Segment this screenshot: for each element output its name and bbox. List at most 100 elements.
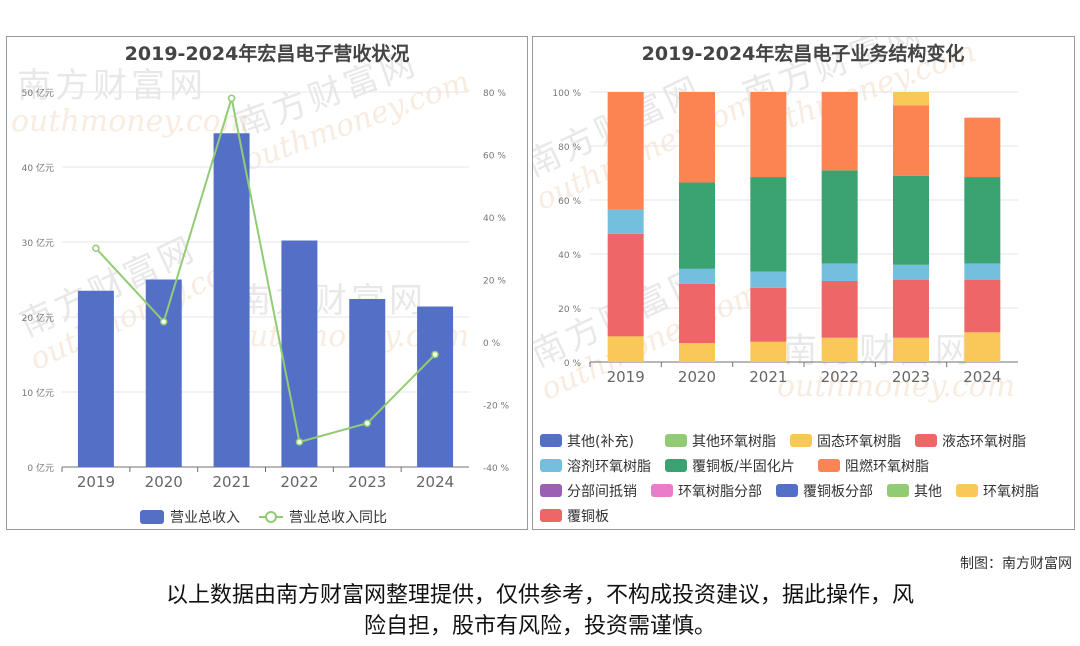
stacked-segment: [821, 92, 858, 171]
stacked-segment: [607, 233, 644, 337]
y2-tick-label: 40 %: [483, 214, 506, 224]
yoy-point: [295, 438, 304, 446]
stacked-segment: [679, 283, 715, 344]
revenue-bar: [213, 133, 250, 467]
disclaimer-line-1: 以上数据由南方财富网整理提供，仅供参考，不构成投资建议，据此操作，风: [165, 583, 914, 608]
legend-swatch: [887, 484, 909, 497]
disclaimer: 以上数据由南方财富网整理提供，仅供参考，不构成投资建议，据此操作，风 险自担，股…: [0, 580, 1080, 642]
revenue-bar: [349, 299, 386, 467]
chart-title: 2019-2024年宏昌电子营收状况: [125, 42, 410, 65]
y2-tick-label: 80 %: [483, 89, 506, 99]
stacked-segment: [893, 279, 929, 338]
x-tick-label: 2024: [416, 473, 454, 491]
legend-swatch: [915, 434, 937, 447]
stacked-segment: [964, 117, 1001, 178]
legend-swatch: [665, 434, 687, 447]
stacked-segment: [679, 182, 715, 269]
legend-swatch: [665, 459, 687, 472]
x-tick-label: 2023: [348, 473, 386, 491]
yoy-point: [92, 244, 100, 252]
legend-label: 环氧树脂分部: [678, 484, 762, 500]
business-structure-chart-panel: 南方财富网outhmoney.com南方财富网outhmoney.com南方财富…: [532, 36, 1075, 530]
x-tick-label: 2020: [145, 473, 183, 491]
y2-tick-label: 20 %: [483, 277, 506, 287]
legend-swatch: [790, 434, 812, 447]
legend-label: 覆铜板分部: [803, 484, 873, 500]
revenue-chart: 南方财富网outhmoney.com南方财富网outhmoney.com南方财富…: [11, 42, 510, 526]
x-tick-label: 2021: [749, 368, 787, 386]
x-tick-label: 2023: [892, 368, 930, 386]
watermark-en: outhmoney.com: [777, 369, 1015, 404]
x-tick-label: 2020: [678, 368, 716, 386]
revenue-chart-panel: 南方财富网 outhmoney.com 南方财富网 outhmoney.com 南方财富…: [6, 36, 528, 530]
legend-label: 液态环氧树脂: [942, 434, 1026, 450]
legend-swatch: [540, 434, 562, 447]
legend-label: 其他环氧树脂: [692, 434, 776, 450]
y-tick-label: 30 亿元: [22, 237, 54, 249]
yoy-point: [160, 317, 168, 326]
stacked-segment: [821, 170, 858, 264]
yoy-line: [95, 97, 436, 444]
y-tick-label: 40 亿元: [22, 162, 54, 174]
stacked-segment: [964, 263, 1001, 280]
x-tick-label: 2022: [280, 473, 318, 491]
legend-swatch: [540, 484, 562, 497]
legend-label: 分部间抵销: [567, 484, 637, 500]
watermark-cn: 南方财富网: [237, 281, 427, 321]
stacked-segment: [964, 177, 1001, 264]
legend-swatch: [776, 484, 798, 497]
x-tick-label: 2019: [77, 473, 115, 491]
stacked-segment: [679, 268, 715, 284]
y-tick-label: 20 亿元: [22, 312, 54, 324]
y-tick-label: 10 亿元: [22, 387, 54, 399]
stacked-segment: [821, 281, 858, 338]
legend-swatch-yoy-marker: [265, 511, 277, 523]
y-tick-label: 80 %: [558, 143, 581, 153]
y-tick-label: 40 %: [558, 251, 581, 261]
y-tick-label: 50 亿元: [22, 87, 54, 99]
stacked-segment: [893, 264, 929, 280]
stacked-segment: [893, 105, 929, 176]
y2-tick-label: -40 %: [483, 464, 510, 474]
stacked-segment: [607, 92, 644, 210]
chart-title: 2019-2024年宏昌电子业务结构变化: [642, 42, 965, 65]
x-tick-label: 2024: [963, 368, 1001, 386]
stacked-segment: [750, 177, 787, 272]
legend-label: 溶剂环氧树脂: [567, 459, 651, 475]
yoy-point: [431, 350, 439, 359]
stacked-segment: [893, 175, 929, 265]
x-tick-label: 2019: [607, 368, 645, 386]
revenue-bar: [145, 279, 182, 467]
y-tick-label: 100 %: [552, 89, 581, 99]
y2-tick-label: 0 %: [483, 339, 501, 349]
business-structure-chart: 南方财富网outhmoney.com南方财富网outhmoney.com南方财富…: [533, 37, 1039, 525]
revenue-bar: [417, 306, 454, 467]
legend-label-yoy: 营业总收入同比: [289, 510, 387, 526]
legend-swatch: [956, 484, 978, 497]
stacked-segment: [750, 92, 787, 178]
stacked-segment: [893, 337, 929, 362]
legend-swatch-revenue: [140, 510, 164, 524]
stacked-segment: [607, 336, 644, 362]
x-tick-label: 2021: [212, 473, 250, 491]
yoy-point: [363, 419, 371, 427]
watermark-cn: 南方财富网: [783, 331, 973, 371]
stacked-segment: [821, 263, 858, 281]
y-tick-label: 20 %: [558, 305, 581, 315]
y2-tick-label: 60 %: [483, 152, 506, 162]
stacked-segment: [750, 287, 787, 342]
stacked-segment: [679, 92, 715, 183]
yoy-point: [227, 94, 236, 102]
watermark-en: outhmoney.com: [11, 104, 249, 139]
legend-swatch: [540, 459, 562, 472]
y-tick-label: 0 %: [564, 359, 582, 369]
legend-swatch: [651, 484, 673, 497]
watermark-cn: 南方财富网: [17, 66, 207, 106]
legend-swatch: [540, 509, 562, 522]
stacked-segment: [893, 92, 929, 106]
legend-label: 覆铜板/半固化片: [692, 459, 795, 475]
